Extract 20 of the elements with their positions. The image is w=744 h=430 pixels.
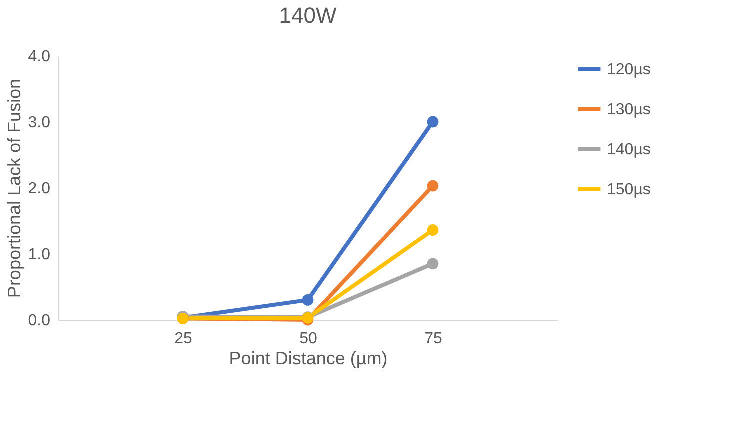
legend-label: 140µs (607, 142, 651, 158)
y-axis-title: Proportional Lack of Fusion (4, 78, 24, 298)
x-tick-label: 75 (424, 330, 442, 348)
y-tick-label: 4.0 (28, 48, 51, 66)
point (427, 224, 439, 236)
y-tick-label: 2.0 (28, 180, 51, 198)
y-tick-label: 0.0 (28, 312, 51, 330)
y-tick-label: 1.0 (28, 246, 51, 264)
x-tick-label: 50 (300, 330, 318, 348)
chart-title: 140W (279, 3, 337, 28)
x-tick-label: 25 (174, 330, 192, 348)
legend-label: 130µs (607, 102, 651, 118)
x-axis-title: Point Distance (µm) (229, 348, 388, 368)
point (302, 294, 314, 306)
point (427, 258, 439, 270)
legend-label: 120µs (607, 62, 651, 78)
point (427, 116, 439, 128)
point (427, 180, 439, 192)
legend-label: 150µs (607, 182, 651, 198)
y-tick-label: 3.0 (28, 114, 51, 132)
